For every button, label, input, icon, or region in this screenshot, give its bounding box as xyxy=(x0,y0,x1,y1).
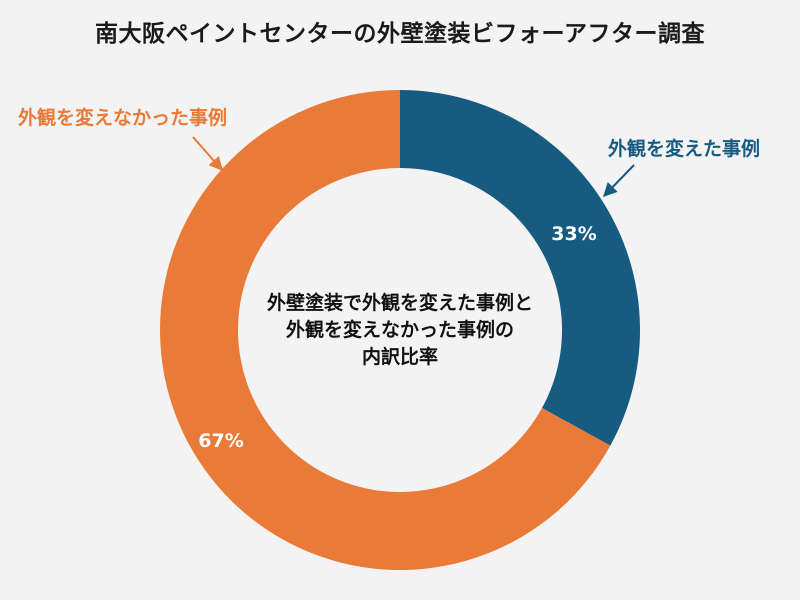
center-text: 外壁塗装で外観を変えた事例と 外観を変えなかった事例の 内訳比率 xyxy=(230,290,570,371)
slice-unchanged xyxy=(160,90,611,570)
percent-labels-group: 33% 67% xyxy=(198,223,596,452)
slices-group xyxy=(160,90,641,570)
slice-label-changed: 外観を変えた事例 xyxy=(608,137,760,160)
percent-label-changed: 33% xyxy=(551,223,596,245)
slice-label-unchanged: 外観を変えなかった事例 xyxy=(18,106,227,129)
percent-label-unchanged: 67% xyxy=(198,430,243,452)
chart-title: 南大阪ペイントセンターの外壁塗装ビフォーアフター調査 xyxy=(94,21,706,47)
slice-changed xyxy=(400,90,641,446)
center-text-line-2: 外観を変えなかった事例の xyxy=(285,319,514,341)
center-text-line-1: 外壁塗装で外観を変えた事例と xyxy=(266,292,533,314)
callout-arrow-unchanged xyxy=(192,136,223,172)
center-text-line-3: 内訳比率 xyxy=(361,346,438,368)
callout-arrow-changed xyxy=(603,164,635,198)
